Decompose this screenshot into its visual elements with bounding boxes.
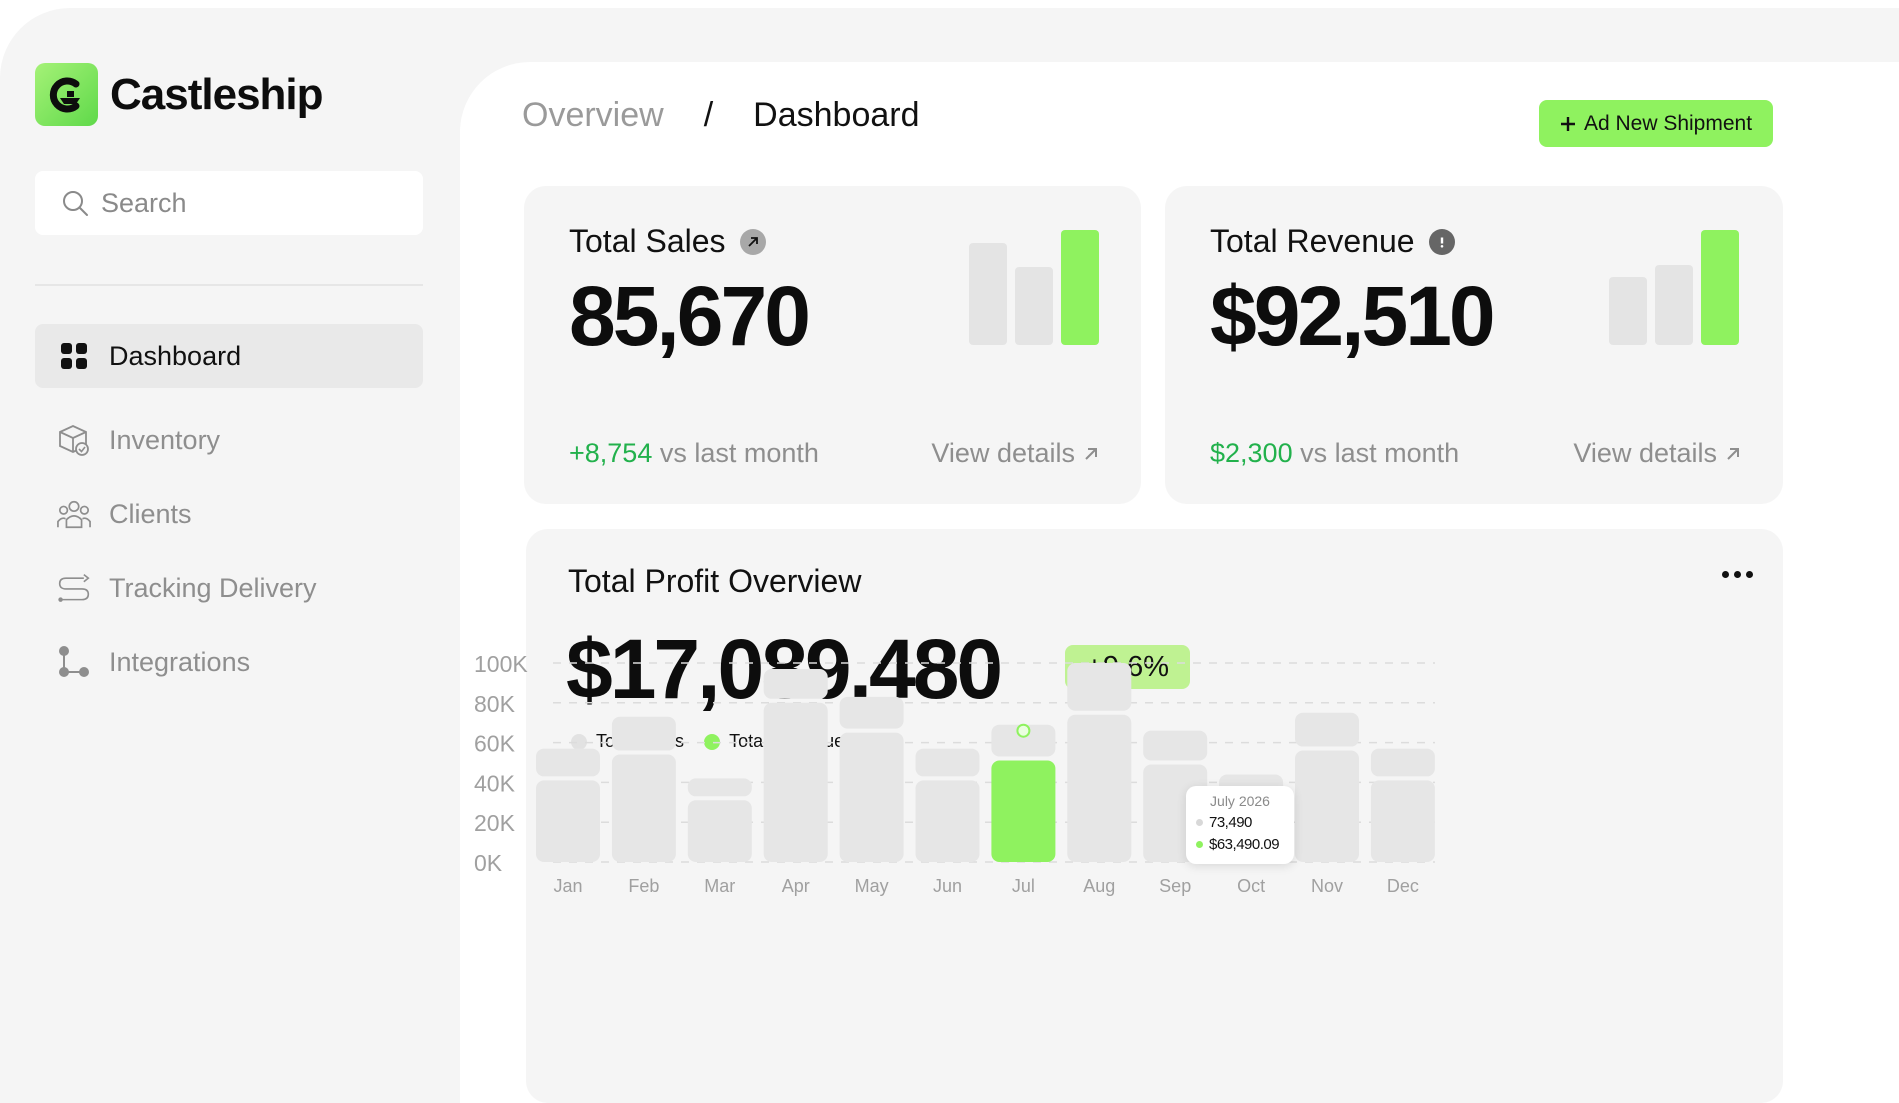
total-sales-delta: +8,754 vs last month bbox=[569, 438, 819, 469]
breadcrumb-overview[interactable]: Overview bbox=[522, 96, 664, 134]
cta-label: Ad New Shipment bbox=[1583, 111, 1753, 135]
castleship-logo-icon bbox=[35, 63, 98, 126]
total-revenue-card: Total Revenue $92,510 $2,300 vs last mon… bbox=[1165, 186, 1783, 504]
total-sales-value: 85,670 bbox=[569, 269, 811, 363]
sidebar-item-integrations[interactable]: Integrations bbox=[35, 630, 423, 694]
route-icon bbox=[57, 571, 91, 605]
search-box[interactable]: Search bbox=[35, 171, 423, 235]
people-icon bbox=[57, 497, 91, 531]
brand-name: Castleship bbox=[110, 69, 324, 119]
total-revenue-title: Total Revenue bbox=[1210, 223, 1415, 259]
grid-icon bbox=[57, 339, 91, 373]
chart-tooltip: July 2026 73,490 $63,490.09 bbox=[1186, 786, 1294, 864]
main-panel: Overview / Dashboard Ad New Shipment Tot… bbox=[460, 62, 1899, 1103]
info-icon[interactable] bbox=[1428, 228, 1455, 255]
trend-up-icon[interactable] bbox=[739, 228, 766, 255]
total-sales-card: Total Sales 85,670 +8,754 vs last month … bbox=[524, 186, 1141, 504]
breadcrumb-current: Dashboard bbox=[753, 96, 920, 134]
delta-value: $2,300 bbox=[1210, 438, 1293, 468]
card-title: Total Sales bbox=[569, 223, 766, 260]
sidebar-item-label: Inventory bbox=[109, 424, 221, 455]
view-details-link[interactable]: View details bbox=[1573, 438, 1741, 469]
breadcrumb-separator: / bbox=[703, 96, 714, 134]
sidebar-item-label: Tracking Delivery bbox=[109, 572, 317, 603]
app-window: Castleship Search Dashboard bbox=[0, 8, 1899, 1103]
legend-total-revenue[interactable]: Total Revenue bbox=[704, 731, 844, 752]
search-icon bbox=[63, 191, 88, 216]
nodes-icon bbox=[57, 645, 91, 679]
more-options-icon[interactable] bbox=[1722, 571, 1753, 578]
mini-bar-chart-icon bbox=[1609, 230, 1739, 345]
tooltip-sales: 73,490 bbox=[1209, 814, 1252, 831]
view-details-label: View details bbox=[1573, 438, 1717, 468]
tooltip-revenue: $63,490.09 bbox=[1209, 836, 1280, 853]
legend-total-sales[interactable]: Total Sales bbox=[571, 731, 684, 752]
box-icon bbox=[57, 423, 91, 457]
delta-value: +8,754 bbox=[569, 438, 653, 468]
legend-label: Total Sales bbox=[596, 731, 685, 751]
sidebar-item-dashboard[interactable]: Dashboard bbox=[35, 324, 423, 388]
view-details-label: View details bbox=[931, 438, 1075, 468]
legend-label: Total Revenue bbox=[729, 731, 845, 751]
sidebar-nav: Dashboard Inventory bbox=[35, 324, 423, 694]
sidebar-item-label: Dashboard bbox=[109, 340, 242, 371]
profit-change-badge: +9,6% bbox=[1065, 645, 1190, 689]
delta-suffix: vs last month bbox=[659, 438, 819, 468]
breadcrumb: Overview / Dashboard bbox=[522, 96, 920, 135]
total-revenue-value: $92,510 bbox=[1210, 269, 1496, 363]
sidebar-item-label: Integrations bbox=[109, 646, 251, 677]
arrow-up-right-icon bbox=[1085, 447, 1097, 460]
add-new-shipment-button[interactable]: Ad New Shipment bbox=[1539, 100, 1773, 147]
sidebar-item-tracking-delivery[interactable]: Tracking Delivery bbox=[35, 556, 423, 620]
profit-title: Total Profit Overview bbox=[568, 563, 862, 599]
view-details-link[interactable]: View details bbox=[931, 438, 1099, 469]
chart-legend: Total Sales Total Revenue bbox=[571, 731, 844, 752]
delta-suffix: vs last month bbox=[1300, 438, 1460, 468]
search-input[interactable]: Search bbox=[101, 187, 187, 218]
sidebar-item-inventory[interactable]: Inventory bbox=[35, 408, 423, 472]
total-revenue-delta: $2,300 vs last month bbox=[1210, 438, 1459, 469]
sidebar-divider bbox=[35, 284, 423, 286]
tooltip-date: July 2026 bbox=[1210, 793, 1270, 809]
plus-icon bbox=[1560, 116, 1575, 131]
total-sales-title: Total Sales bbox=[569, 223, 726, 259]
profit-overview-card: Total Profit Overview $17,089,480 +9,6% … bbox=[526, 529, 1783, 1103]
sidebar-item-clients[interactable]: Clients bbox=[35, 482, 423, 546]
brand-logo[interactable]: Castleship bbox=[35, 63, 324, 126]
card-title: Total Revenue bbox=[1210, 223, 1455, 260]
profit-value: $17,089,480 bbox=[566, 622, 1003, 716]
arrow-up-right-icon bbox=[1727, 447, 1739, 460]
sidebar-item-label: Clients bbox=[109, 498, 192, 529]
mini-bar-chart-icon bbox=[969, 230, 1099, 345]
